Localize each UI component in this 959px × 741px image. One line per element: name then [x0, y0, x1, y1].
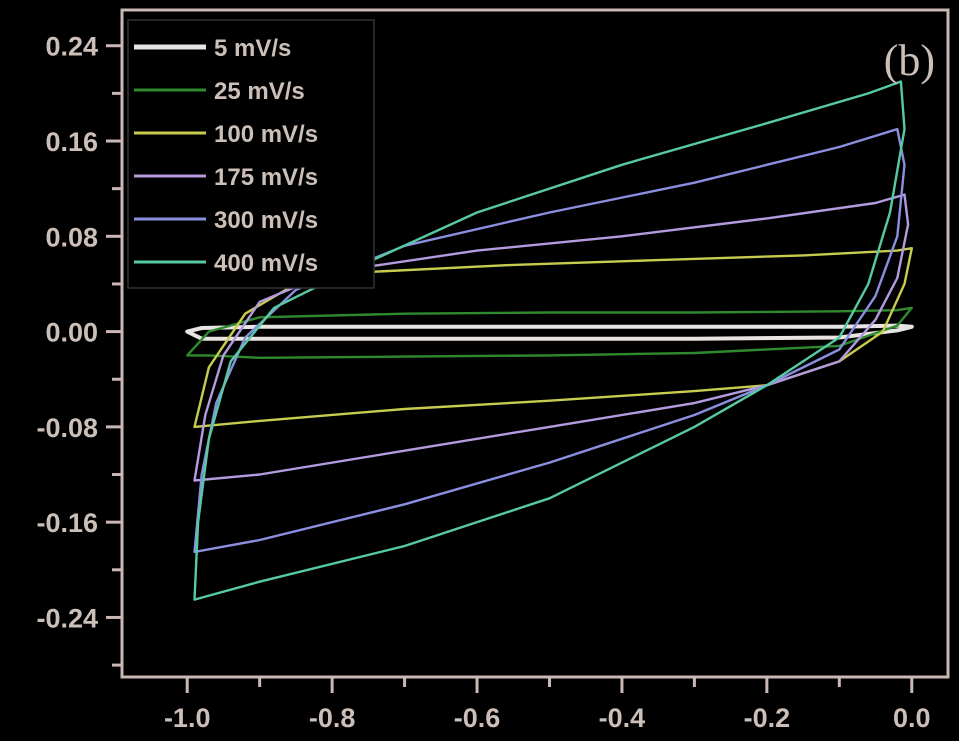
y-tick-label: 0.00 [45, 318, 98, 348]
series-line-1 [185, 323, 914, 341]
x-tick-label: -1.0 [164, 703, 211, 733]
x-tick-label: -0.8 [309, 703, 356, 733]
legend-label: 5 mV/s [214, 35, 291, 62]
legend-label: 100 mV/s [214, 121, 318, 148]
legend-label: 175 mV/s [214, 164, 318, 191]
y-tick-label: -0.24 [36, 603, 98, 633]
x-axis: -1.0 -0.8 -0.6 -0.4 -0.2 0.0 [164, 677, 931, 733]
y-axis: 0.24 0.16 0.08 0.00 -0.08 -0.16 -0.24 [36, 32, 122, 667]
legend-box [127, 19, 375, 289]
legend-label: 25 mV/s [214, 78, 305, 105]
x-tick-label: -0.6 [454, 703, 501, 733]
legend-label: 300 mV/s [214, 207, 318, 234]
x-tick-label: -0.2 [744, 703, 791, 733]
y-tick-label: -0.08 [36, 413, 98, 443]
legend: 5 mV/s 25 mV/s 100 mV/s 175 mV/s 300 mV/s 400… [127, 19, 375, 289]
plot-frame [120, 8, 950, 679]
x-tick-label: 0.0 [893, 703, 931, 733]
series-line-2 [186, 306, 913, 359]
series-layer [185, 80, 914, 601]
y-tick-label: 0.08 [45, 222, 98, 252]
x-tick-label: -0.4 [599, 703, 646, 733]
series-line-6 [193, 80, 906, 601]
legend-label: 400 mV/s [214, 250, 318, 277]
y-tick-label: -0.16 [36, 508, 98, 538]
series-line-4 [193, 193, 910, 482]
y-tick-label: 0.16 [45, 127, 98, 157]
y-tick-label: 0.24 [45, 32, 98, 62]
panel-label: (b) [884, 36, 935, 85]
